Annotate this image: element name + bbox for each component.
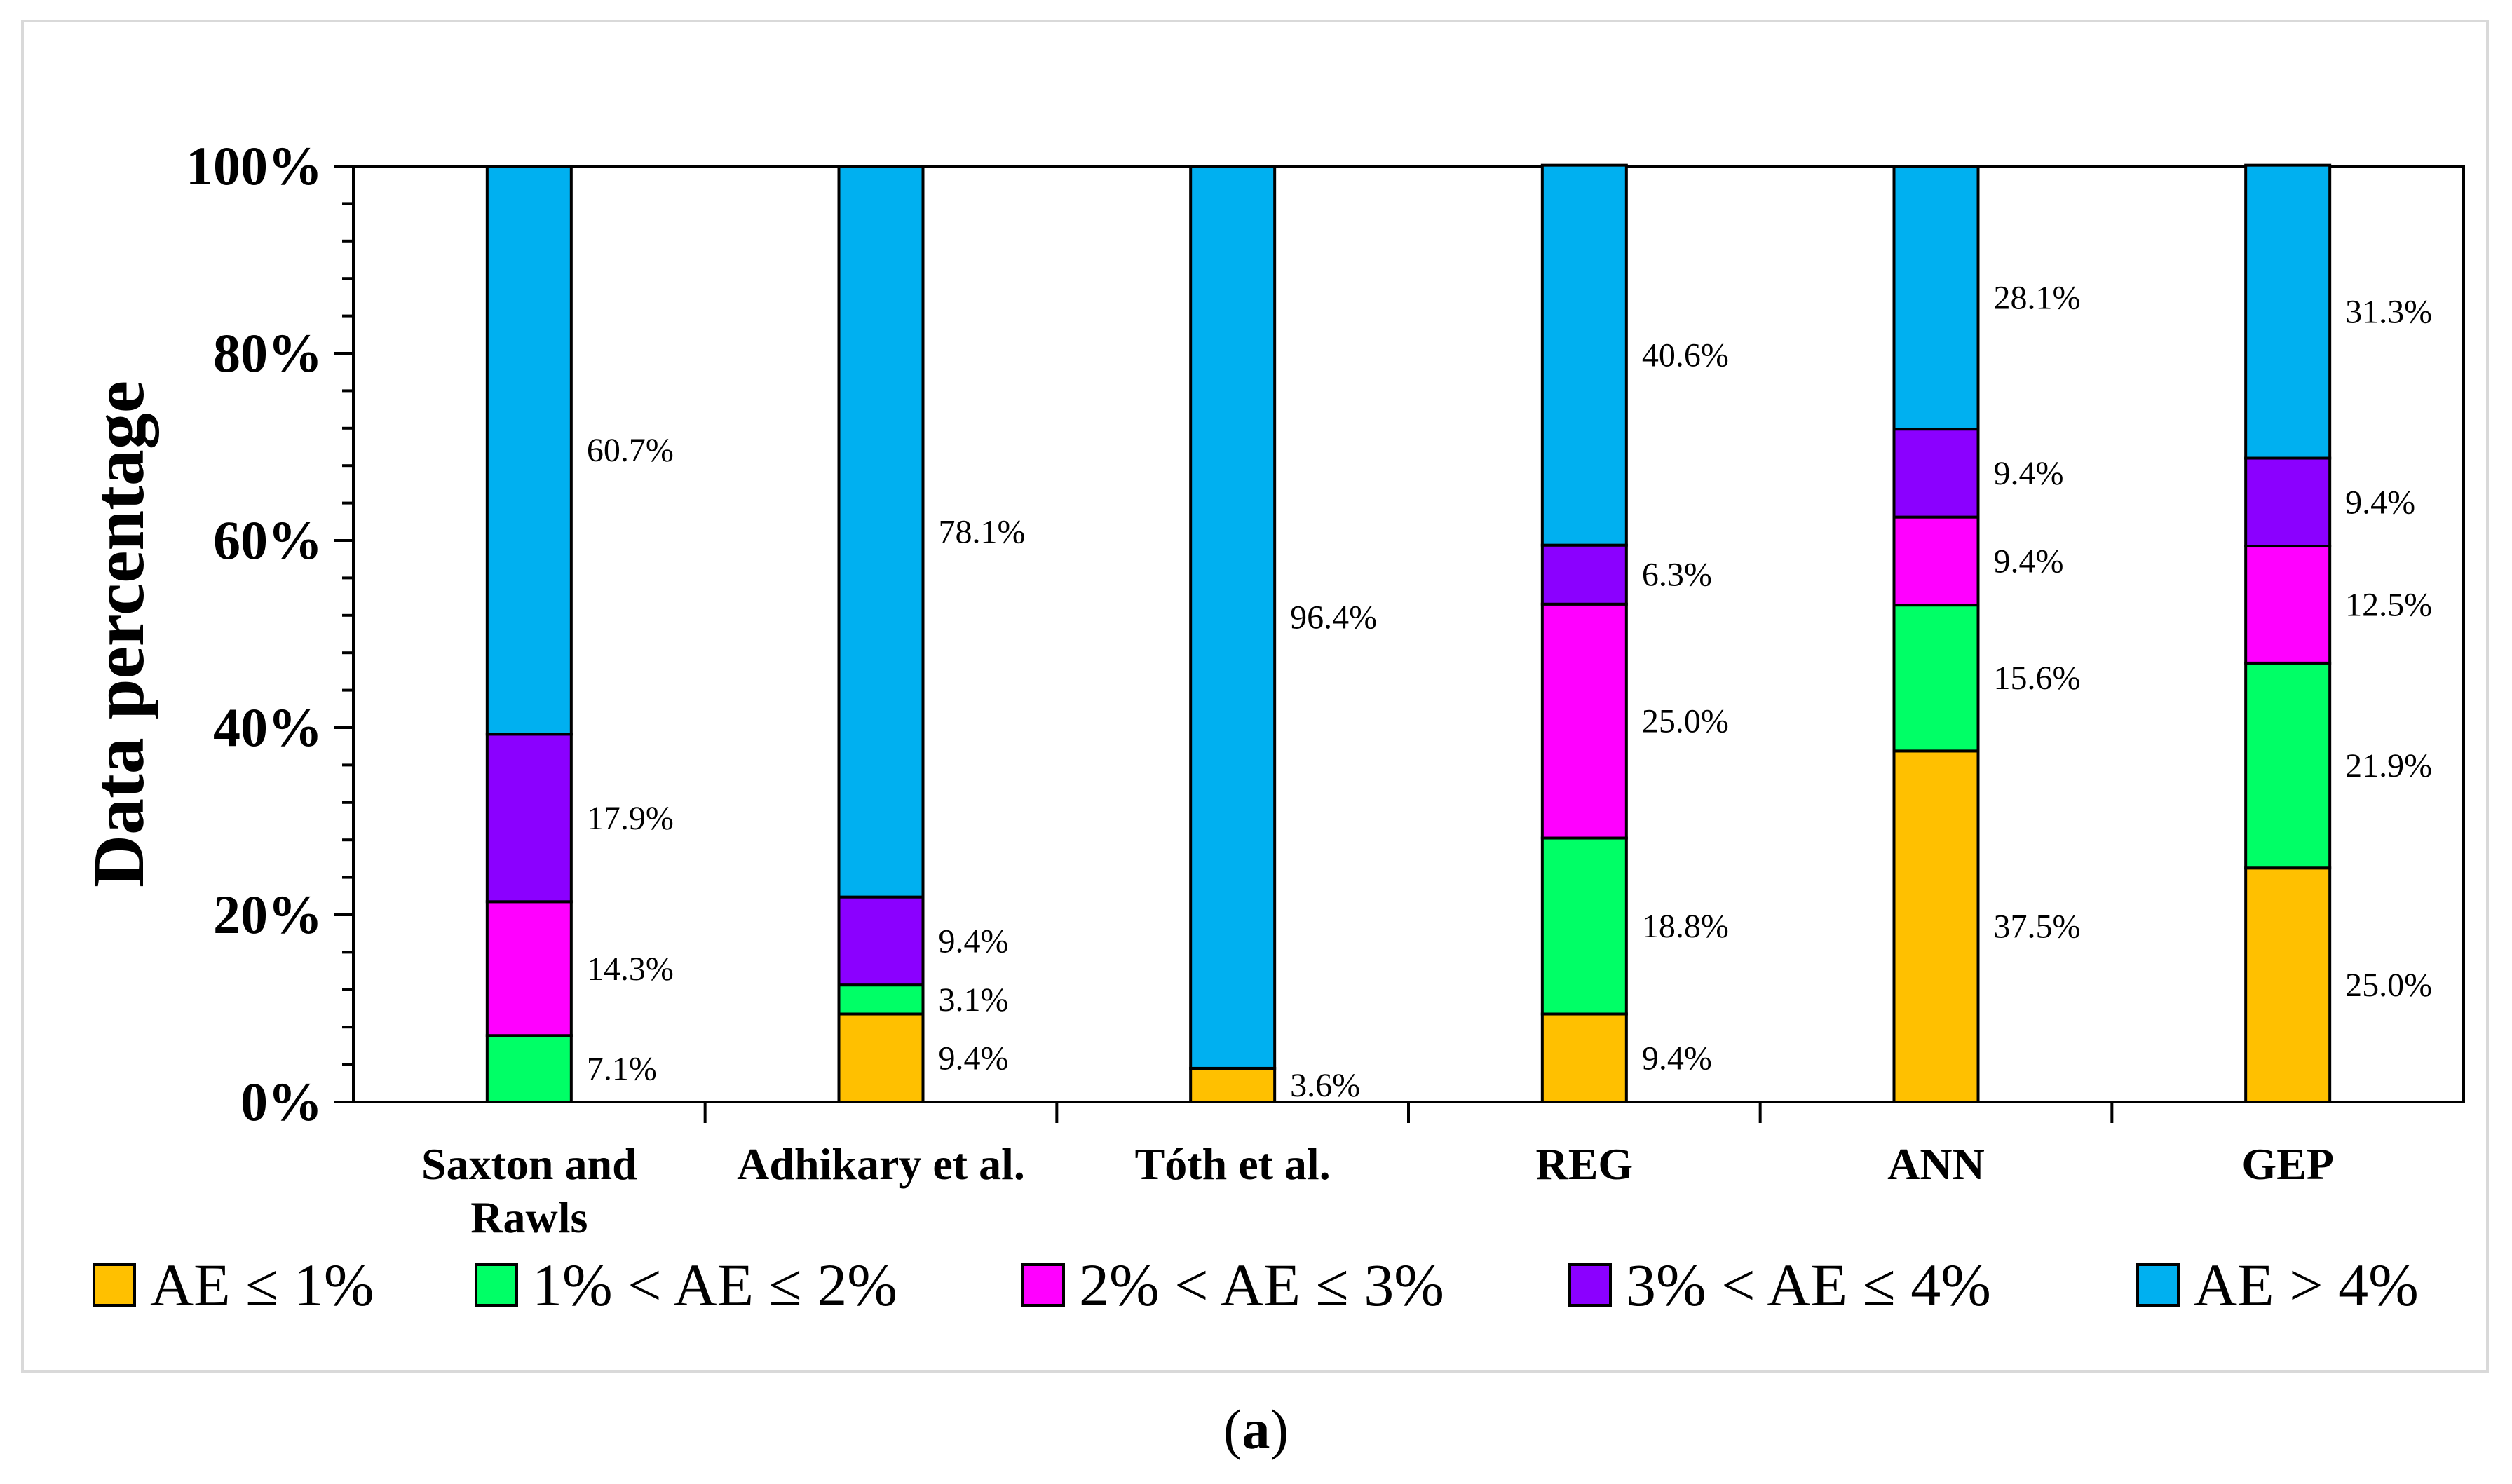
legend-swatch (1568, 1263, 1612, 1307)
legend-swatch (2136, 1263, 2180, 1307)
x-category-label: Rawls (470, 1192, 588, 1242)
data-label: 3.1% (939, 981, 1009, 1019)
bar-segment (2244, 456, 2332, 548)
figure-caption: (a) (1223, 1399, 1289, 1461)
bar-segment (837, 895, 925, 987)
legend-label: 3% < AE ≤ 4% (1626, 1251, 1991, 1319)
bar-segment (2244, 866, 2332, 1103)
legend-swatch (475, 1263, 518, 1307)
bar-segment (2244, 661, 2332, 870)
bar-segment (1189, 1066, 1277, 1103)
data-label: 60.7% (587, 432, 674, 469)
y-tick-label: 100% (186, 135, 323, 196)
bar-segment (1892, 749, 1980, 1103)
legend-swatch (1021, 1263, 1065, 1307)
bar-segment (1540, 163, 1628, 547)
data-label: 28.1% (1994, 280, 2081, 317)
data-label: 18.8% (1642, 908, 1729, 945)
data-label: 12.5% (2345, 586, 2432, 623)
x-category-label: Saxton and (421, 1139, 637, 1189)
bar-segment (1189, 165, 1277, 1070)
data-label: 9.4% (939, 1040, 1009, 1077)
bar-segment (837, 165, 925, 899)
data-label: 96.4% (1290, 599, 1377, 636)
legend-label: 1% < AE ≤ 2% (532, 1251, 897, 1319)
data-label: 15.6% (1994, 660, 2081, 697)
bar-segment (1540, 1012, 1628, 1104)
data-label: 9.4% (1642, 1040, 1712, 1077)
data-label: 14.3% (587, 951, 674, 988)
bar-segment (2244, 545, 2332, 665)
data-label: 9.4% (1994, 543, 2064, 580)
y-tick-label: 20% (213, 884, 323, 945)
data-label: 25.0% (1642, 703, 1729, 740)
x-category-label: GEP (2241, 1139, 2334, 1189)
legend-swatch (93, 1263, 136, 1307)
legend-label: AE ≤ 1% (150, 1251, 374, 1319)
y-tick-label: 0% (240, 1071, 323, 1132)
legend-label: AE > 4% (2194, 1251, 2419, 1319)
x-category-label: REG (1535, 1139, 1633, 1189)
bar-segment (1892, 428, 1980, 519)
y-tick-label: 60% (213, 510, 323, 571)
bar-segment (1892, 604, 1980, 753)
data-label: 25.0% (2345, 967, 2432, 1004)
data-label: 78.1% (939, 513, 1026, 550)
bar-segment (1540, 602, 1628, 840)
data-label: 31.3% (2345, 294, 2432, 331)
chart-frame: 0% 20% 40% 60% 80% 100% 7.1% 14.3% 17.9% 60.7% Sax… (21, 20, 2489, 1373)
bar-segment (485, 165, 573, 736)
y-tick-label: 80% (213, 322, 323, 383)
legend-label: 2% < AE ≤ 3% (1079, 1251, 1444, 1319)
bar-segment (2244, 163, 2332, 460)
bar-segment (837, 1012, 925, 1104)
data-label: 9.4% (1994, 455, 2064, 492)
data-label: 17.9% (587, 800, 674, 837)
stacked-bar-chart: 0% 20% 40% 60% 80% 100% 7.1% 14.3% 17.9% 60.7% Sax… (79, 135, 2465, 1319)
x-category-label: ANN (1887, 1139, 1985, 1189)
x-category-label: Tóth et al. (1135, 1139, 1331, 1189)
y-tick-label: 40% (213, 697, 323, 758)
data-label: 9.4% (2345, 484, 2415, 521)
x-category-label: Adhikary et al. (737, 1139, 1025, 1189)
bar-segment (1892, 515, 1980, 607)
data-label: 3.6% (1290, 1067, 1360, 1104)
bar-segment (485, 733, 573, 904)
bar-segment (1892, 165, 1980, 431)
data-label: 37.5% (1994, 908, 2081, 946)
bar-segment (1540, 836, 1628, 1016)
bar-segment (837, 983, 925, 1016)
data-label: 40.6% (1642, 337, 1729, 374)
bar-segment (485, 900, 573, 1037)
y-axis-title: Data percentage (79, 381, 159, 887)
data-label: 21.9% (2345, 747, 2432, 784)
data-label: 9.4% (939, 923, 1009, 960)
data-label: 7.1% (587, 1051, 657, 1088)
bar-segment (1540, 543, 1628, 606)
data-label: 6.3% (1642, 557, 1712, 594)
bar-segment (485, 1034, 573, 1103)
